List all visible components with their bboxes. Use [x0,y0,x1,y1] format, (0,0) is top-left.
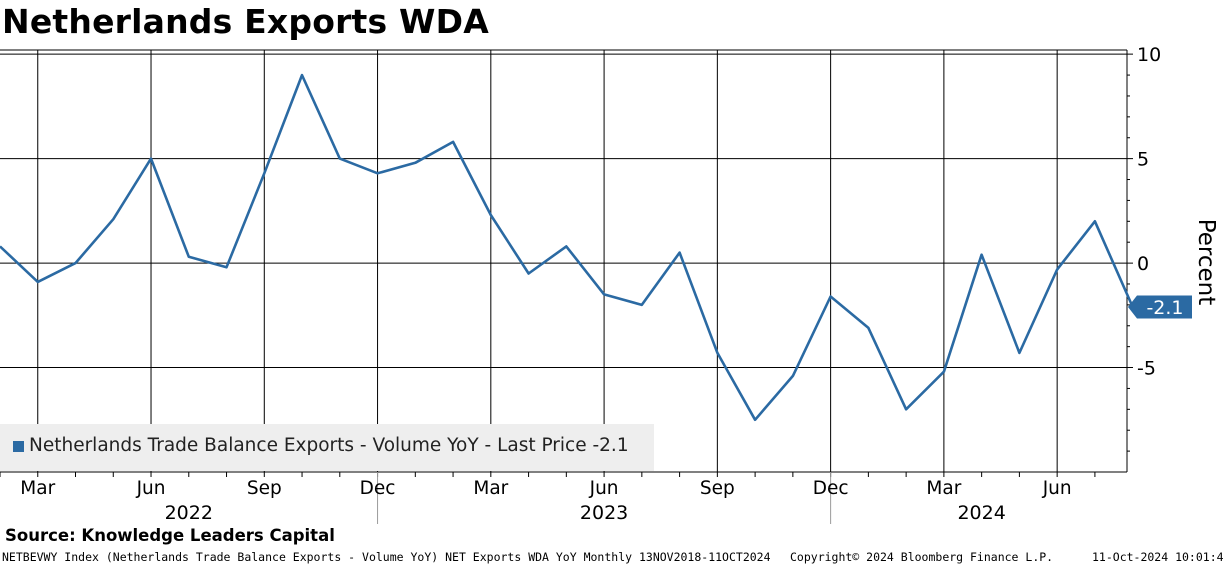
legend-label: Netherlands Trade Balance Exports - Volu… [29,435,629,456]
legend-swatch [13,441,24,452]
copyright: Copyright© 2024 Bloomberg Finance L.P. [790,550,1054,564]
y-tick-labels: 10 5 0 -5 [1137,44,1161,379]
series-points [0,75,1133,420]
last-value-badge [1128,295,1192,319]
y-tick-label: -5 [1137,358,1156,380]
x-tick-label: Sep [247,478,282,499]
x-tick-labels: Mar Jun Sep Dec Mar Jun Sep Dec Mar Jun 2022 2023 20… [20,478,1071,524]
last-value-text: -2.1 [1146,297,1183,319]
legend: Netherlands Trade Balance Exports - Volu… [0,424,654,471]
chart-title: Netherlands Exports WDA [2,2,489,41]
y-tick-label: 0 [1137,253,1149,275]
x-tick-label: Jun [1042,478,1072,499]
year-label: 2022 [165,502,213,524]
last-value-tag: -2.1 [1128,295,1192,319]
source-note: Source: Knowledge Leaders Capital [5,526,335,545]
x-tick-label: Jun [136,478,166,499]
index-info: NETBEVWY Index (Netherlands Trade Balanc… [2,550,771,564]
x-tick-label: Mar [926,478,961,499]
y-tick-label: 10 [1137,44,1161,66]
y-axis-label: Percent [1193,219,1219,306]
x-tick-label: Jun [589,478,619,499]
year-label: 2024 [957,502,1005,524]
x-tick-label: Dec [813,478,849,499]
series-line [0,73,1134,422]
y-tick-label: 5 [1137,149,1149,171]
timestamp: 11-Oct-2024 10:01:44 [1092,550,1224,564]
year-label: 2023 [580,502,628,524]
x-tick-label: Mar [473,478,508,499]
x-tick-label: Dec [360,478,396,499]
x-tick-label: Sep [700,478,735,499]
x-tick-label: Mar [20,478,55,499]
